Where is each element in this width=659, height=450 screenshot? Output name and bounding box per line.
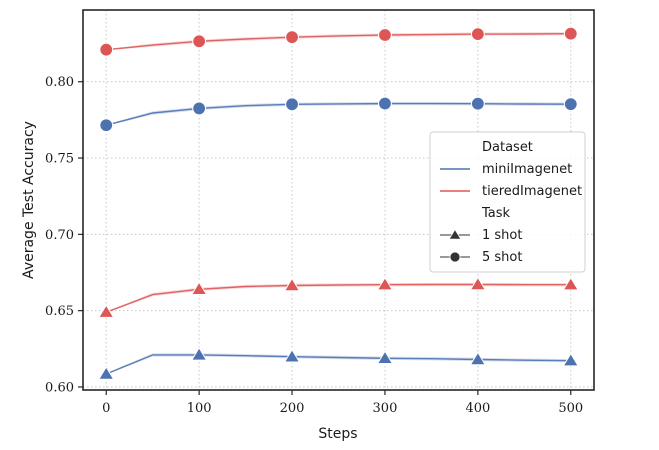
- y-tick-label: 0.80: [45, 75, 74, 90]
- y-tick-label: 0.75: [45, 152, 74, 167]
- legend-label: tieredImagenet: [482, 184, 582, 199]
- x-tick-label: 100: [187, 401, 212, 416]
- data-point-circle: [285, 30, 299, 45]
- data-point-triangle: [190, 346, 208, 361]
- x-tick-label: 200: [280, 401, 305, 416]
- data-point-circle: [378, 96, 392, 111]
- data-point-circle: [99, 42, 114, 57]
- legend-label: miniImagenet: [482, 162, 572, 177]
- legend-label: 5 shot: [482, 250, 522, 265]
- data-point-triangle: [376, 276, 394, 291]
- data-point-circle: [285, 97, 299, 112]
- plot-frame: [82, 9, 595, 391]
- data-point-triangle: [562, 352, 579, 367]
- y-tick-label: 0.65: [45, 304, 74, 319]
- data-point-triangle: [562, 276, 579, 291]
- data-point-circle: [99, 118, 114, 133]
- legend-triangle-swatch: [448, 228, 462, 240]
- data-point-triangle: [98, 304, 115, 318]
- y-axis-title: Average Test Accuracy: [21, 121, 37, 279]
- data-point-triangle: [469, 351, 487, 366]
- data-point-triangle: [190, 281, 208, 295]
- data-point-circle: [470, 27, 485, 42]
- data-point-circle: [192, 34, 207, 49]
- x-tick-label: 0: [102, 401, 110, 416]
- series-ci-band: [106, 282, 571, 313]
- data-point-triangle: [283, 348, 301, 363]
- data-point-circle: [192, 101, 207, 116]
- series-line: [105, 354, 571, 375]
- data-point-circle: [378, 28, 392, 42]
- legend-title-task: Task: [481, 206, 511, 221]
- legend-circle-swatch: [449, 251, 461, 263]
- data-point-triangle: [283, 277, 301, 292]
- axis-ticks: 0 100 200 300 400 500 0.60 0.65 0.70 0.75 0.80: [45, 75, 583, 416]
- legend-box: [429, 131, 586, 273]
- x-axis-title: Steps: [318, 426, 357, 442]
- y-tick-label: 0.70: [45, 228, 74, 243]
- y-tick-label: 0.60: [45, 380, 74, 395]
- legend-title-dataset: Dataset: [482, 140, 533, 155]
- grid-layer: [83, 10, 594, 390]
- data-point-triangle: [376, 350, 394, 364]
- series-line: [106, 33, 571, 51]
- series-ci-band: [106, 353, 571, 375]
- series-ci-band: [106, 101, 571, 126]
- series-line: [106, 102, 571, 126]
- series-markers: [98, 26, 579, 380]
- data-point-circle: [563, 26, 578, 41]
- data-point-triangle: [98, 366, 115, 380]
- legend-label: 1 shot: [482, 228, 522, 243]
- x-tick-label: 400: [465, 401, 490, 416]
- x-tick-label: 500: [558, 401, 583, 416]
- x-tick-label: 300: [373, 401, 398, 416]
- data-point-triangle: [469, 276, 487, 291]
- legend: Dataset miniImagenet tieredImagenet Task 1 s…: [429, 131, 586, 273]
- data-point-circle: [563, 97, 578, 112]
- series-line: [105, 283, 571, 313]
- data-point-circle: [470, 96, 485, 111]
